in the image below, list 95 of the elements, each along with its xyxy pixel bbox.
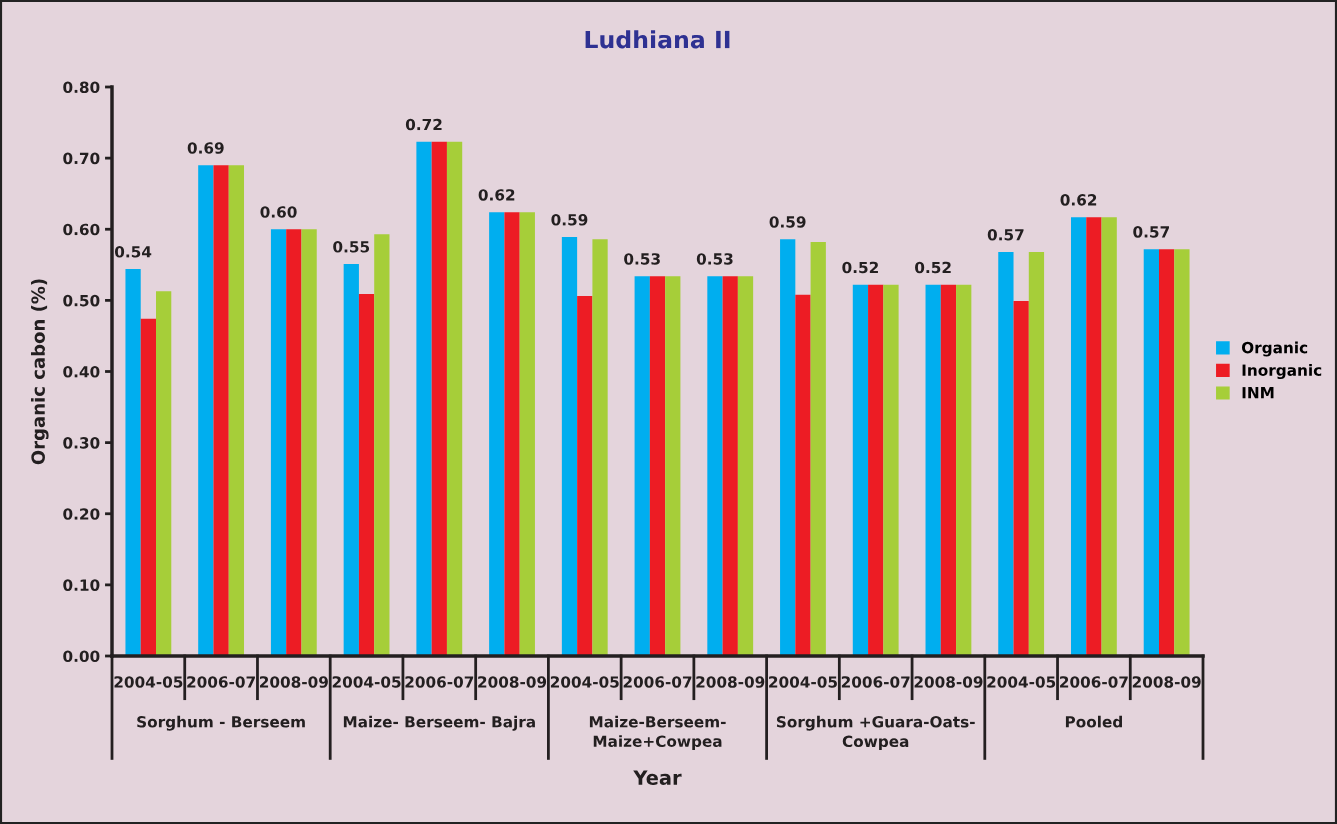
data-label: 0.52 <box>842 261 878 274</box>
x-tick-label: 2008-09 <box>1132 676 1201 688</box>
bar <box>649 276 666 656</box>
x-tick-label: 2008-09 <box>478 676 547 688</box>
bar <box>852 284 869 656</box>
data-label: 0.60 <box>260 206 297 218</box>
y-tick-label: 0.60 <box>63 223 100 236</box>
bar <box>270 229 287 656</box>
bar <box>416 141 432 656</box>
data-label: 0.54 <box>114 246 152 258</box>
data-label: 0.57 <box>987 228 1024 241</box>
data-label: 0.59 <box>551 214 588 226</box>
bar <box>940 284 957 656</box>
bar <box>1174 249 1190 656</box>
y-tick-label: 0.40 <box>63 365 100 378</box>
bar <box>213 165 229 656</box>
x-tick-label: 2004-05 <box>987 676 1056 688</box>
bar <box>198 165 214 656</box>
bar <box>810 242 826 656</box>
data-label: 0.53 <box>624 253 660 265</box>
y-axis-title: Organic cabon (%) <box>31 279 49 465</box>
data-label: 0.57 <box>1133 226 1169 238</box>
text: Maize- Berseem- Bajra <box>343 715 535 731</box>
bar <box>504 212 520 656</box>
bar <box>1143 249 1159 656</box>
bar <box>665 276 681 656</box>
bar <box>228 165 245 656</box>
text: Pooled <box>1065 715 1122 728</box>
x-tick-label: 2004-05 <box>332 676 401 688</box>
text: Sorghum - Berseem <box>137 715 305 731</box>
bar <box>998 252 1014 656</box>
bar <box>343 264 359 656</box>
bar <box>737 276 754 656</box>
data-label: 0.62 <box>1060 194 1097 206</box>
y-tick-label: 0.30 <box>63 437 100 449</box>
x-axis-title: Year <box>633 770 682 785</box>
bar <box>519 212 535 656</box>
bar <box>446 141 463 656</box>
bar <box>707 276 723 656</box>
bar <box>592 239 608 656</box>
x-tick-label: 2004-05 <box>550 676 619 688</box>
data-label: 0.59 <box>769 216 806 228</box>
y-tick-label: 0.10 <box>63 579 100 591</box>
x-tick-label: 2006-07 <box>187 676 255 688</box>
bar <box>301 229 317 656</box>
x-tick-label: 2006-07 <box>1060 676 1128 688</box>
data-label: 0.55 <box>333 241 370 253</box>
y-tick-label: 0.80 <box>63 81 100 94</box>
bar <box>374 234 390 656</box>
bar <box>286 229 302 656</box>
bar <box>634 276 650 656</box>
y-tick-label: 0.00 <box>63 650 100 663</box>
x-tick-label: 2008-09 <box>696 676 765 688</box>
bar <box>780 239 796 656</box>
bar <box>1070 217 1087 656</box>
y-tick-label: 0.20 <box>63 508 100 520</box>
x-tick-label: 2008-09 <box>914 676 983 688</box>
bar <box>1028 252 1045 656</box>
chart-title: Ludhiana II <box>585 30 730 49</box>
x-tick-label: 2006-07 <box>841 676 910 688</box>
legend-label: Inorganic <box>1242 364 1322 380</box>
bar <box>489 212 505 656</box>
text: Maize-Berseem- Maize+Cowpea <box>589 715 726 750</box>
bar <box>883 284 899 656</box>
y-tick-label: 0.70 <box>63 152 100 165</box>
bar <box>722 276 738 656</box>
x-tick-label: 2008-09 <box>259 676 328 688</box>
bar <box>140 318 156 656</box>
legend-label: Organic <box>1241 341 1308 357</box>
bar <box>156 291 172 656</box>
bar <box>868 284 884 656</box>
bar <box>561 237 578 656</box>
data-label: 0.52 <box>915 261 951 274</box>
text: Sorghum +Guara-Oats- Cowpea <box>776 715 975 751</box>
y-tick-label: 0.50 <box>63 294 100 307</box>
legend-label: INM <box>1242 387 1274 399</box>
data-label: 0.62 <box>478 189 515 201</box>
bar <box>795 294 811 656</box>
x-tick-label: 2006-07 <box>623 676 692 688</box>
bar <box>1086 217 1102 656</box>
x-tick-label: 2004-05 <box>114 676 183 688</box>
bar <box>956 284 972 656</box>
data-label: 0.72 <box>405 118 442 131</box>
bar <box>125 269 141 656</box>
bar <box>925 284 941 656</box>
bar <box>577 296 593 656</box>
x-tick-label: 2004-05 <box>769 676 837 688</box>
bar <box>1101 217 1117 656</box>
bar <box>1159 249 1175 656</box>
bar <box>358 293 375 656</box>
bar <box>1013 301 1029 656</box>
data-label: 0.69 <box>187 142 224 154</box>
data-label: 0.53 <box>696 253 733 265</box>
x-tick-label: 2006-07 <box>405 676 474 688</box>
bar <box>431 141 447 656</box>
